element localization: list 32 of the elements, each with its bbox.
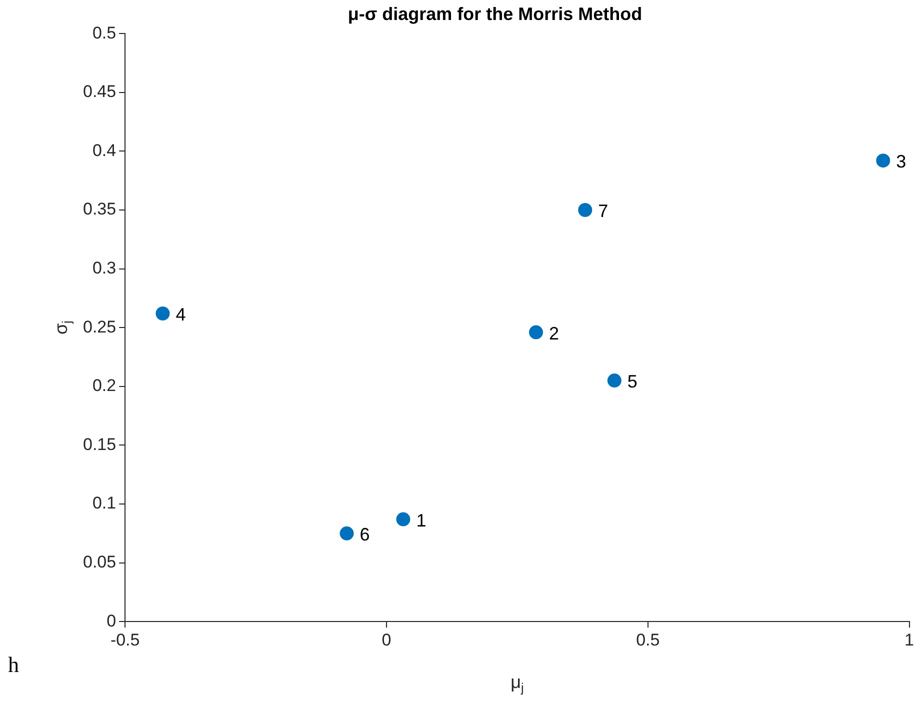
x-tick-label: -0.5 — [110, 630, 140, 650]
point — [607, 374, 622, 388]
point — [156, 306, 170, 320]
y-tick-label: 0.15 — [82, 434, 116, 454]
point — [529, 325, 543, 340]
y-tick-label: 0.5 — [92, 23, 116, 42]
y-tick-label: 0.1 — [92, 494, 116, 513]
annotation: 5 — [627, 371, 638, 392]
annotation: 2 — [549, 323, 560, 344]
y-tick-label: 0.3 — [92, 258, 116, 278]
y-tick-label: 0 — [106, 611, 116, 630]
annotation: 4 — [176, 304, 186, 324]
x-tick-label: 1 — [904, 630, 914, 650]
y-tick-label: 0.2 — [92, 376, 116, 396]
y-tick-label: 0.25 — [82, 317, 116, 336]
annotation: 1 — [416, 510, 426, 530]
x-tick-label: 0.5 — [636, 630, 660, 650]
y-tick-label: 0.05 — [82, 552, 116, 572]
y-tick-label: 0.35 — [82, 200, 116, 219]
point — [578, 203, 592, 217]
annotation: 7 — [598, 200, 608, 221]
x-tick-label: 0 — [382, 630, 392, 650]
text: h — [8, 652, 19, 678]
point — [340, 526, 354, 540]
annotation: 3 — [896, 152, 906, 172]
point — [396, 512, 410, 526]
y-tick-label: 0.4 — [92, 140, 116, 160]
chart-title: μ-σ diagram for the Morris Method — [348, 4, 642, 24]
point — [876, 154, 890, 168]
annotation: 6 — [360, 524, 370, 544]
y-axis-title: σj — [50, 320, 74, 335]
y-tick-label: 0.45 — [82, 82, 116, 102]
